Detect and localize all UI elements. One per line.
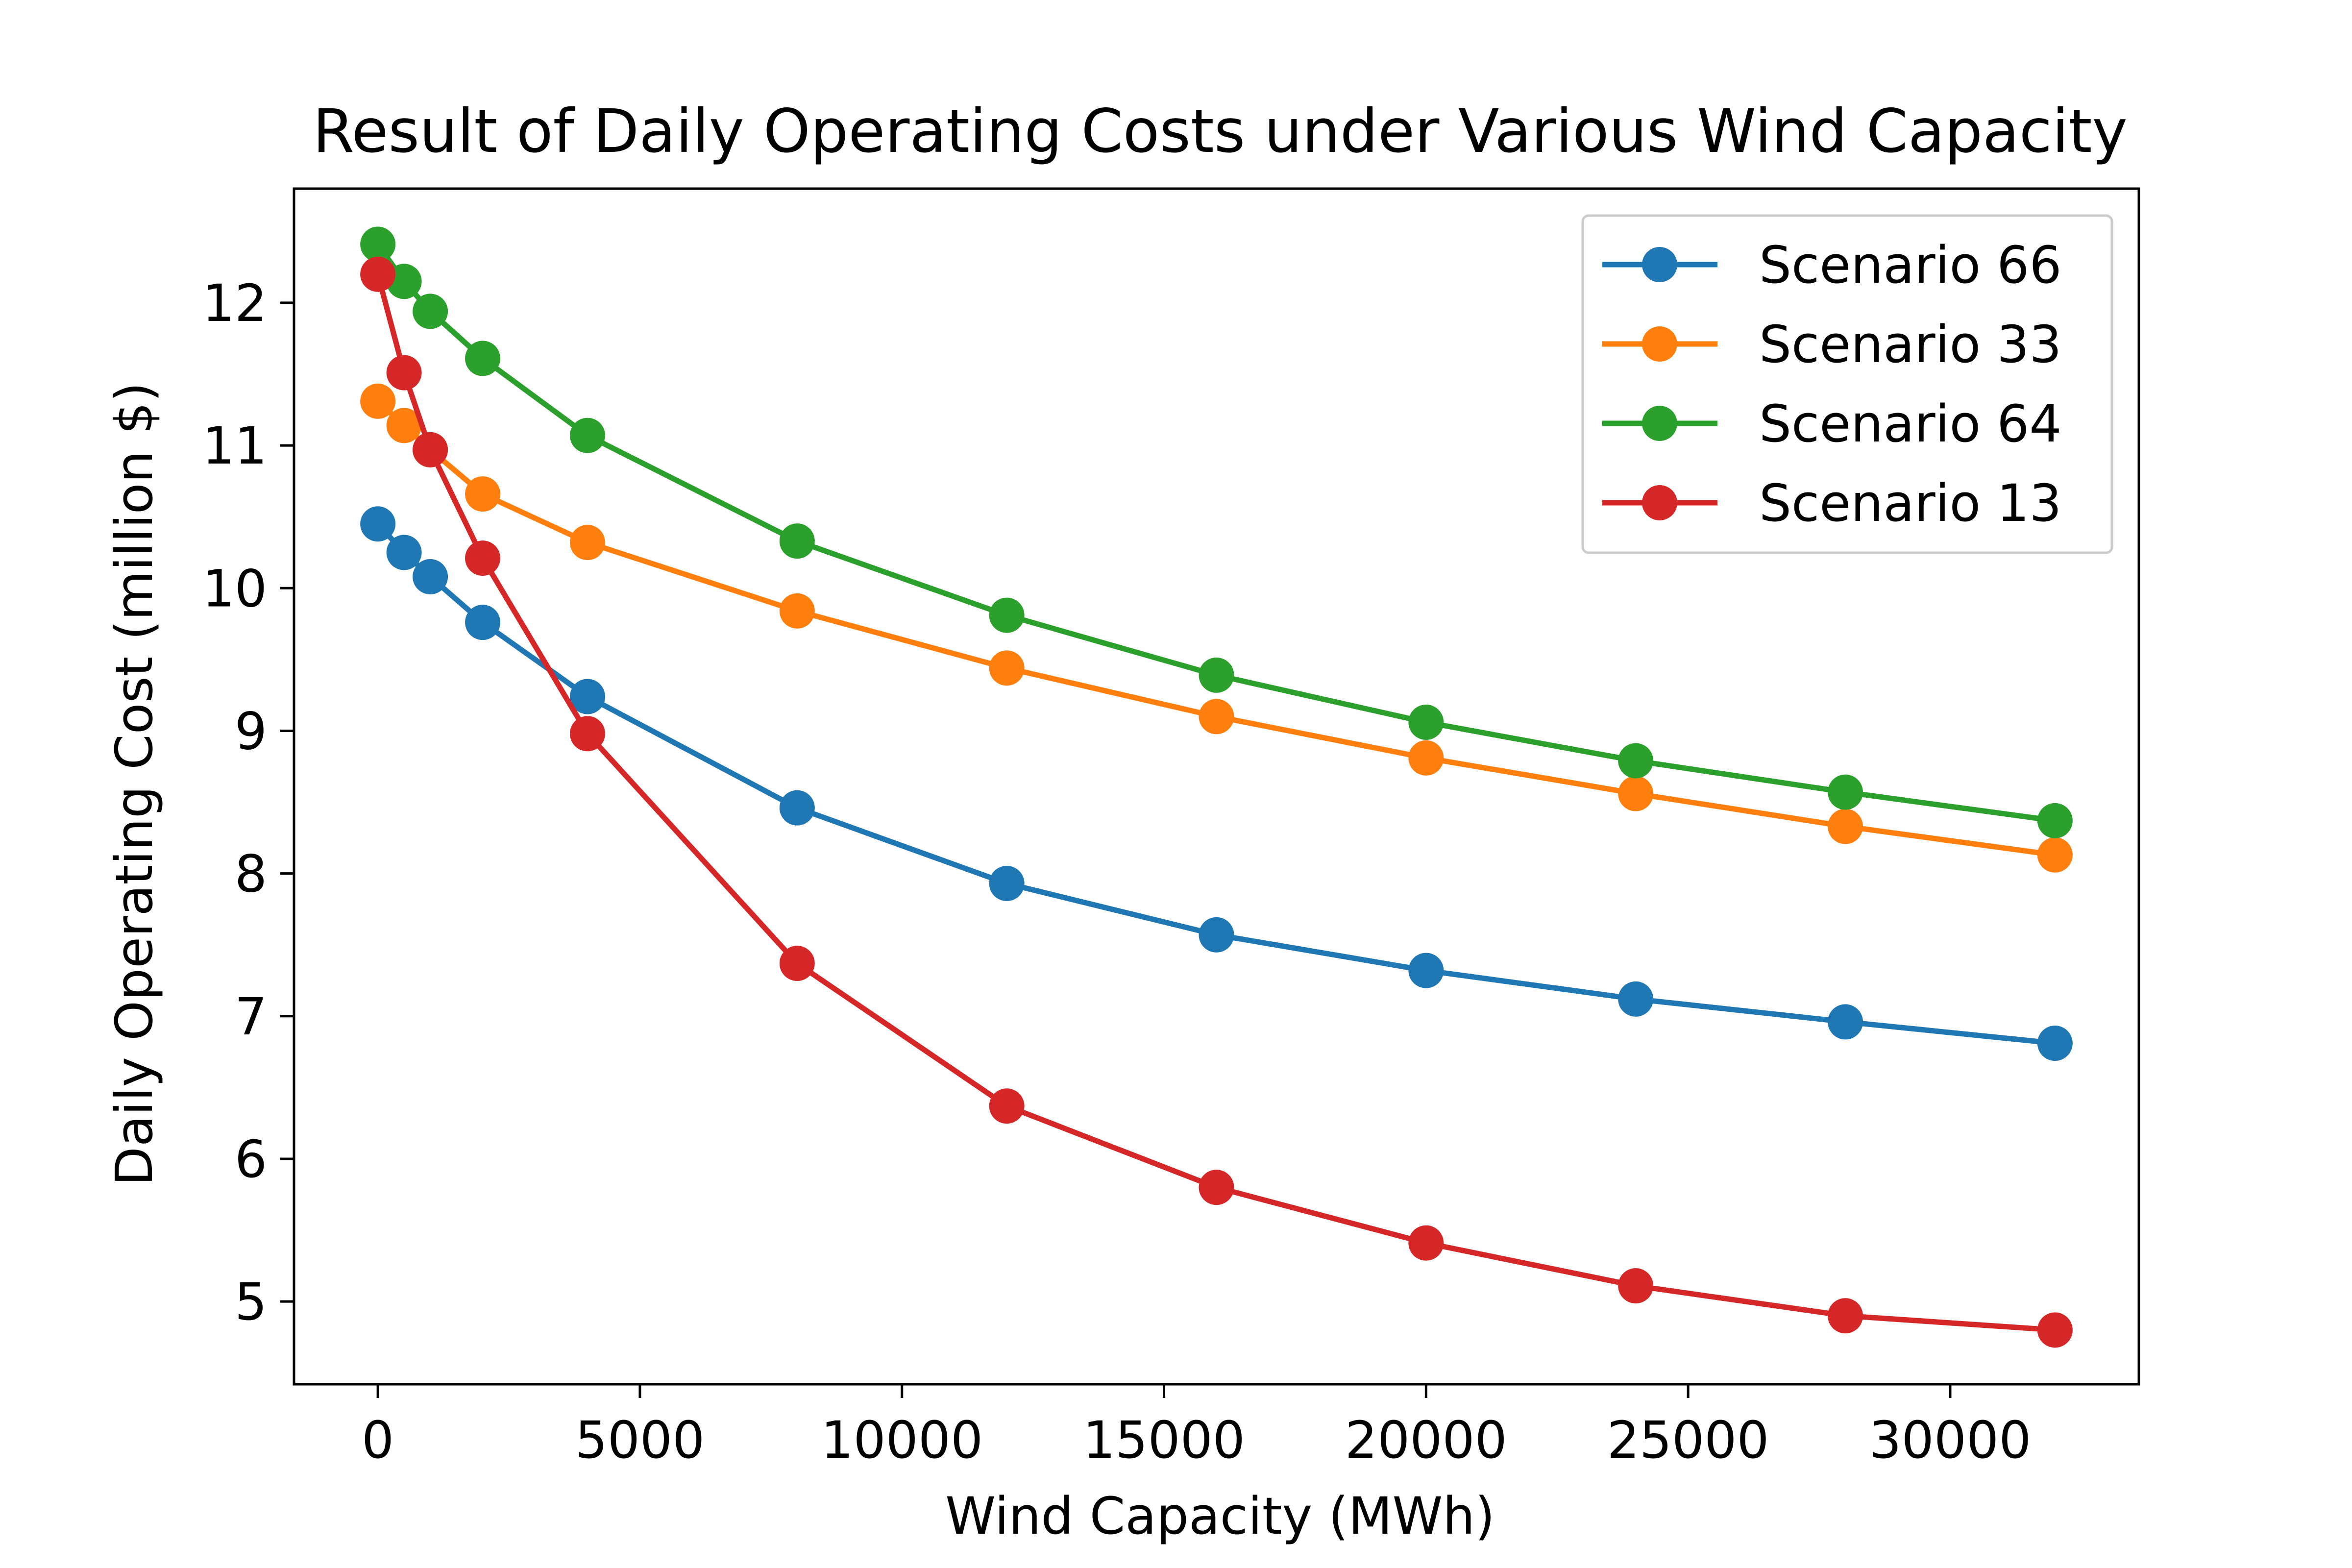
chart-title: Result of Daily Operating Costs under Va… xyxy=(313,97,2128,166)
data-point-scenario-13 xyxy=(413,432,448,467)
data-point-scenario-66 xyxy=(569,679,605,714)
data-point-scenario-33 xyxy=(989,650,1025,686)
y-tick-label: 11 xyxy=(202,416,267,476)
x-tick-label: 10000 xyxy=(821,1410,983,1470)
data-point-scenario-66 xyxy=(1199,917,1234,953)
y-axis-label: Daily Operating Cost (million $) xyxy=(104,382,164,1186)
legend-swatch-marker xyxy=(1642,247,1677,282)
data-point-scenario-13 xyxy=(1408,1225,1444,1261)
x-axis: 0 5000 10000 15000 20000 25000 30000 xyxy=(362,1384,2031,1470)
data-point-scenario-66 xyxy=(989,865,1025,901)
data-point-scenario-66 xyxy=(413,559,448,594)
data-point-scenario-66 xyxy=(1828,1004,1863,1040)
data-point-scenario-13 xyxy=(779,946,815,981)
x-tick-label: 0 xyxy=(362,1410,394,1470)
data-point-scenario-33 xyxy=(465,476,501,512)
data-point-scenario-33 xyxy=(386,408,422,443)
x-axis-label: Wind Capacity (MWh) xyxy=(945,1486,1495,1546)
data-point-scenario-13 xyxy=(1199,1170,1234,1205)
legend-item-scenario-33: Scenario 33 xyxy=(1602,315,2062,374)
x-tick-label: 25000 xyxy=(1607,1410,1769,1470)
data-point-scenario-13 xyxy=(386,355,422,391)
data-point-scenario-13 xyxy=(465,540,501,576)
legend-label: Scenario 66 xyxy=(1759,235,2062,295)
data-point-scenario-64 xyxy=(1828,774,1863,810)
data-point-scenario-33 xyxy=(1828,808,1863,844)
legend-swatch-marker xyxy=(1642,406,1677,441)
data-point-scenario-64 xyxy=(360,226,396,262)
data-point-scenario-13 xyxy=(1618,1268,1654,1304)
data-point-scenario-64 xyxy=(569,417,605,453)
legend-item-scenario-66: Scenario 66 xyxy=(1602,235,2062,295)
data-point-scenario-13 xyxy=(360,256,396,292)
legend: Scenario 66 Scenario 33 Scenario 64 Scenari… xyxy=(1581,214,2113,554)
data-point-scenario-66 xyxy=(465,605,501,640)
y-tick-label: 6 xyxy=(235,1129,267,1189)
legend-label: Scenario 33 xyxy=(1759,315,2062,374)
legend-item-scenario-13: Scenario 13 xyxy=(1602,473,2062,533)
data-point-scenario-33 xyxy=(1618,776,1654,811)
data-point-scenario-13 xyxy=(2037,1312,2073,1348)
data-point-scenario-33 xyxy=(1408,740,1444,776)
y-tick-label: 10 xyxy=(202,559,267,618)
data-point-scenario-33 xyxy=(779,593,815,629)
series-scenario-13 xyxy=(360,256,2073,1348)
data-point-scenario-64 xyxy=(413,294,448,329)
data-point-scenario-66 xyxy=(2037,1026,2073,1061)
data-point-scenario-66 xyxy=(779,790,815,826)
data-point-scenario-33 xyxy=(360,383,396,419)
data-point-scenario-64 xyxy=(2037,803,2073,838)
series-layer xyxy=(360,226,2073,1348)
y-tick-label: 7 xyxy=(235,987,267,1047)
data-point-scenario-64 xyxy=(779,523,815,559)
y-axis: 5 6 7 8 9 10 11 12 xyxy=(202,273,294,1332)
y-tick-label: 12 xyxy=(202,273,267,333)
data-point-scenario-33 xyxy=(2037,837,2073,873)
data-point-scenario-64 xyxy=(1618,743,1654,779)
data-point-scenario-33 xyxy=(569,525,605,561)
x-tick-label: 5000 xyxy=(575,1410,705,1470)
series-scenario-66 xyxy=(360,506,2073,1061)
data-point-scenario-13 xyxy=(989,1088,1025,1124)
legend-swatch-marker xyxy=(1642,485,1677,520)
data-point-scenario-66 xyxy=(386,535,422,570)
x-tick-label: 15000 xyxy=(1083,1410,1245,1470)
data-point-scenario-64 xyxy=(1408,704,1444,740)
x-tick-label: 30000 xyxy=(1869,1410,2032,1470)
y-tick-label: 8 xyxy=(235,844,267,904)
plot-frame xyxy=(293,187,2140,1386)
data-point-scenario-64 xyxy=(989,597,1025,633)
data-point-scenario-66 xyxy=(360,506,396,542)
y-tick-label: 5 xyxy=(235,1272,267,1332)
y-tick-label: 9 xyxy=(235,701,267,761)
data-point-scenario-33 xyxy=(1199,699,1234,735)
legend-label: Scenario 64 xyxy=(1759,394,2062,454)
data-point-scenario-64 xyxy=(465,341,501,376)
data-point-scenario-13 xyxy=(1828,1298,1863,1334)
data-point-scenario-64 xyxy=(1199,657,1234,693)
data-point-scenario-66 xyxy=(1618,981,1654,1017)
legend-label: Scenario 13 xyxy=(1759,473,2062,533)
legend-swatch-marker xyxy=(1642,326,1677,362)
series-scenario-64 xyxy=(360,226,2073,838)
legend-box xyxy=(1581,214,2113,554)
data-point-scenario-13 xyxy=(569,716,605,752)
x-tick-label: 20000 xyxy=(1345,1410,1507,1470)
data-point-scenario-66 xyxy=(1408,953,1444,988)
legend-item-scenario-64: Scenario 64 xyxy=(1602,394,2062,454)
